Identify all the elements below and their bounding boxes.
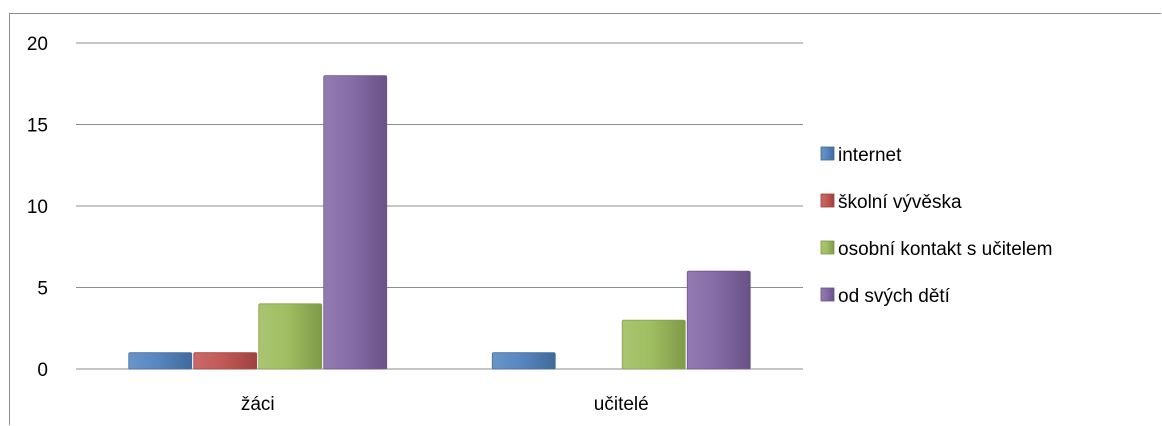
legend-swatch — [820, 146, 835, 161]
bar — [258, 303, 323, 370]
bar — [193, 352, 258, 370]
legend-swatch — [820, 193, 835, 208]
bar — [491, 352, 556, 370]
legend-label: od svých dětí — [838, 286, 951, 307]
legend-label: školní vývěska — [838, 192, 962, 213]
y-tick-label: 10 — [27, 197, 48, 218]
x-tick-label: učitelé — [594, 394, 649, 415]
legend-swatch — [820, 287, 835, 302]
y-tick-label: 0 — [37, 360, 48, 381]
y-axis-tick-labels: 0 5 10 15 20 — [27, 34, 48, 381]
y-tick-label: 5 — [37, 279, 48, 300]
legend-swatch — [820, 240, 835, 255]
x-axis-tick-labels: žáci učitelé — [241, 394, 649, 415]
x-tick-label: žáci — [241, 394, 275, 415]
chart-frame — [9, 13, 1161, 425]
bar — [323, 75, 388, 370]
bar — [621, 319, 686, 370]
bar — [686, 270, 751, 370]
legend-label: internet — [838, 145, 902, 166]
bar — [128, 352, 193, 370]
bars — [128, 75, 751, 370]
legend-label: osobní kontakt s učitelem — [838, 239, 1052, 260]
y-tick-label: 15 — [27, 116, 48, 137]
y-tick-label: 20 — [27, 34, 48, 55]
legend: internet školní vývěska osobní kontakt s u… — [820, 145, 1052, 307]
